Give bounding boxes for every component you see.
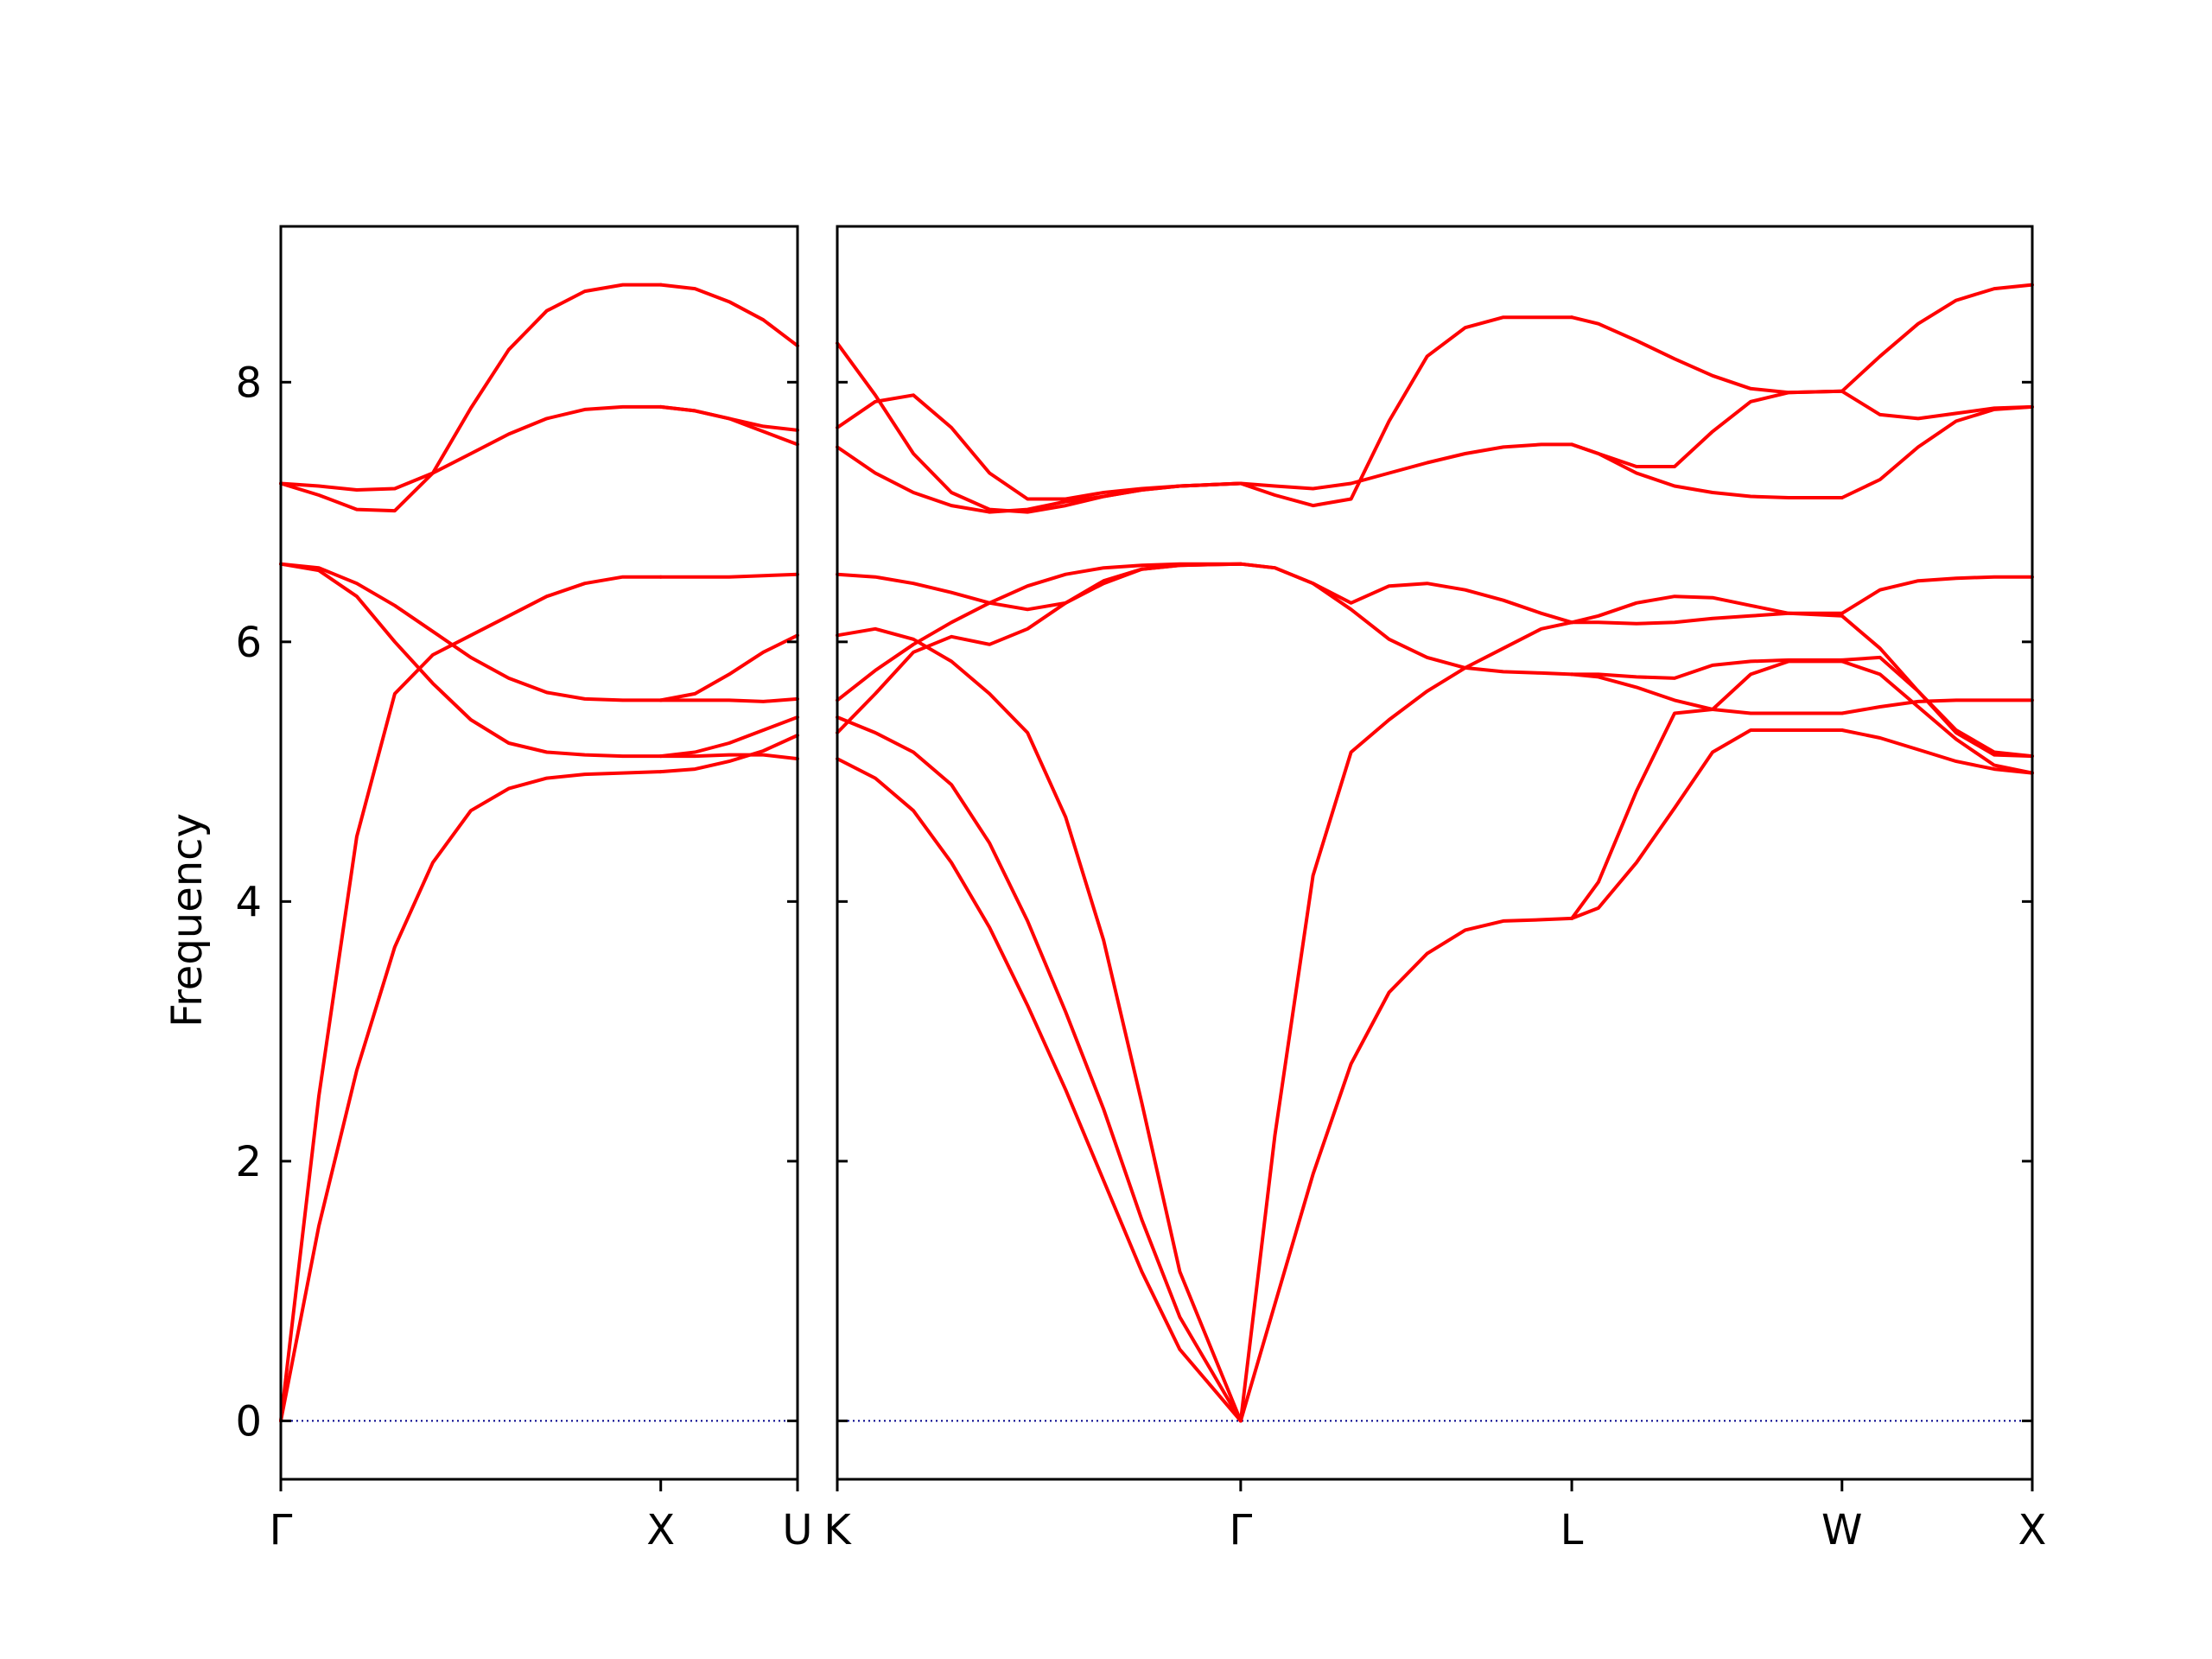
band-line-K-Γ-5: [836, 562, 1243, 612]
band-line-W-X-6: [1840, 404, 2034, 499]
band-line-X-U-5: [658, 572, 799, 579]
band-line-L-W-6: [1570, 442, 1844, 499]
band-line-X-U-8: [658, 283, 799, 348]
band-line-Γ-L-1: [1238, 620, 1574, 1423]
band-line-W-X-0: [1840, 728, 2034, 775]
band-line-K-Γ-4: [836, 562, 1243, 702]
x-tick-label: K: [823, 1506, 852, 1554]
band-line-Γ-L-2: [1238, 562, 1574, 677]
band-line-X-U-1: [658, 753, 799, 761]
band-line-L-W-1: [1570, 659, 1844, 920]
band-line-Γ-X-1: [279, 575, 663, 1423]
band-line-K-Γ-0: [836, 757, 1243, 1423]
x-tick-label: Γ: [270, 1506, 293, 1554]
band-line-Γ-X-3: [279, 562, 663, 702]
band-line-Γ-X-2: [279, 562, 663, 759]
band-line-Γ-L-3: [1238, 562, 1574, 625]
x-tick-label: U: [782, 1506, 812, 1554]
y-tick-label: 4: [235, 878, 262, 926]
band-line-L-W-0: [1570, 728, 1844, 920]
band-line-L-W-5: [1570, 594, 1844, 625]
band-line-L-W-2: [1570, 672, 1844, 715]
band-line-Γ-L-4: [1238, 442, 1574, 491]
y-axis-label: Frequency: [163, 813, 212, 1027]
y-tick-label: 6: [235, 619, 262, 667]
panel-left: 0 2 4 6 8 Γ X U: [235, 225, 813, 1554]
band-line-Γ-L-0: [1238, 916, 1574, 1423]
x-tick-label: W: [1821, 1506, 1862, 1554]
band-line-X-U-3: [658, 696, 799, 703]
band-line-X-U-4: [658, 633, 799, 702]
band-line-W-X-7: [1840, 389, 2034, 421]
band-line-L-W-8: [1570, 315, 1844, 395]
band-line-Γ-X-0: [279, 770, 663, 1423]
band-line-W-X-5: [1840, 613, 2034, 759]
plot-frame: [836, 225, 2034, 1481]
band-line-K-Γ-1: [836, 715, 1243, 1423]
y-tick-label: 0: [235, 1397, 262, 1446]
band-line-W-X-8: [1840, 283, 2034, 393]
band-line-K-Γ-2: [836, 626, 1243, 1423]
band-line-W-X-4: [1840, 575, 2034, 615]
band-line-Γ-L-5: [1238, 315, 1574, 508]
y-tick-label: 2: [235, 1138, 262, 1186]
x-tick-label: L: [1560, 1506, 1584, 1554]
y-tick-label: 8: [235, 359, 262, 407]
band-line-Γ-X-4: [279, 404, 663, 492]
band-line-K-Γ-6: [836, 445, 1243, 514]
x-tick-label: X: [646, 1506, 675, 1554]
band-line-X-U-7: [658, 404, 799, 447]
x-tick-label: Γ: [1229, 1506, 1252, 1554]
x-tick-label: X: [2018, 1506, 2047, 1554]
plot-frame: [279, 225, 799, 1481]
band-line-W-X-1: [1840, 698, 2034, 715]
band-line-Γ-X-5: [279, 283, 663, 513]
band-line-K-Γ-3: [836, 562, 1243, 734]
band-line-L-W-7: [1570, 389, 1844, 468]
band-line-L-W-3: [1570, 658, 1844, 680]
band-line-X-U-0: [658, 734, 799, 774]
band-line-K-Γ-8: [836, 341, 1243, 514]
band-line-X-U-2: [658, 715, 799, 759]
band-line-W-X-2: [1840, 659, 2034, 775]
